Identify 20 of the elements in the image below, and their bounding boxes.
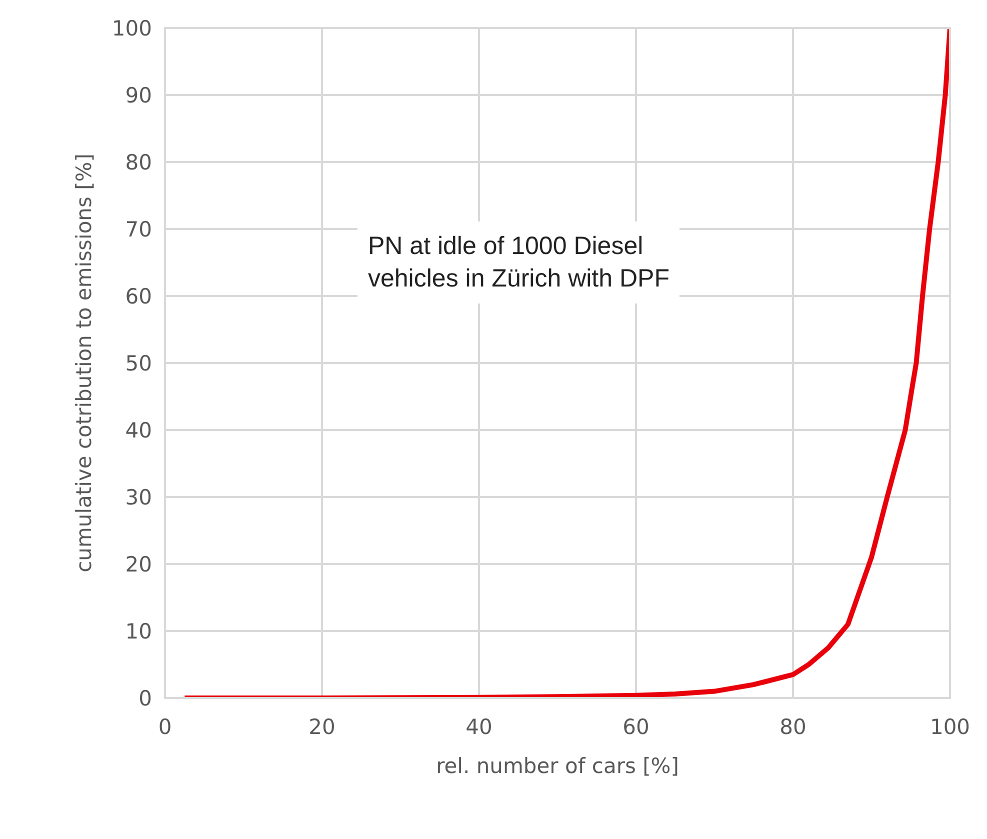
y-tick-label: 30 (125, 485, 152, 510)
x-tick-label: 40 (466, 715, 492, 739)
y-tick-label: 90 (125, 83, 152, 108)
x-tick-label: 20 (308, 715, 336, 739)
y-tick-label: 10 (125, 619, 152, 644)
y-axis-title: cumulative cotribution to emissions [%] (72, 154, 96, 572)
x-tick-label: 100 (930, 715, 970, 739)
y-tick-label: 20 (125, 552, 152, 576)
y-tick-label: 60 (125, 284, 152, 308)
y-tick-label: 0 (138, 686, 152, 710)
y-tick-label: 40 (125, 418, 152, 442)
x-tick-label: 60 (622, 715, 650, 739)
x-tick-label: 0 (158, 715, 172, 739)
y-tick-label: 80 (125, 150, 152, 174)
y-tick-label: 100 (112, 16, 152, 40)
annotation: PN at idle of 1000 Diesel vehicles in Zürich with DPF (368, 232, 670, 292)
y-tick-label: 70 (125, 217, 152, 242)
x-axis-title: rel. number of cars [%] (436, 754, 679, 778)
x-tick-label: 80 (780, 715, 806, 739)
y-tick-label: 50 (125, 351, 152, 376)
